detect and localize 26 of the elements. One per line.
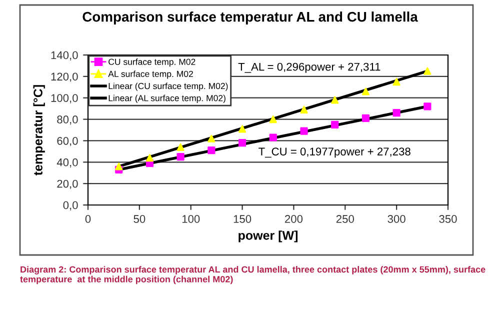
x-tick-label: 250 <box>336 215 354 223</box>
x-tick-label: 50 <box>134 215 146 223</box>
x-tick-label: 200 <box>285 215 303 223</box>
annotation: T_AL = 0,296power + 27,311 <box>238 62 380 73</box>
x-axis-title: power [W] <box>238 230 298 242</box>
y-tick-label: 0,0 <box>63 201 78 210</box>
legend-label: AL surface temp. M02 <box>108 70 193 79</box>
y-axis-title: temperatur [°C] <box>33 85 45 176</box>
annotation: T_CU = 0,1977power + 27,238 <box>258 148 410 158</box>
y-tick-label: 100,0 <box>51 94 78 104</box>
x-tick-label: 100 <box>182 215 200 223</box>
legend-label: Linear (AL surface temp. M02) <box>108 94 226 103</box>
y-tick-label: 80,0 <box>57 116 78 125</box>
x-tick-label: 350 <box>439 215 457 223</box>
y-tick-label: 120,0 <box>51 72 78 82</box>
y-tick-label: 20,0 <box>57 180 78 190</box>
text: Diagram 2: Comparison surface temperatur AL and CU lamella, three contact plates (20mm x 55mm), surface temperature at the middle position (channel M02) <box>20 266 486 284</box>
x-tick-label: 300 <box>388 215 406 223</box>
legend-label: Linear (CU surface temp. M02) <box>108 82 228 91</box>
y-tick-label: 40,0 <box>56 158 78 168</box>
chart-title: Comparison surface temperatur AL and CU lamella <box>82 12 418 24</box>
x-tick-label: 150 <box>234 215 252 223</box>
x-tick-label: 0 <box>85 215 91 223</box>
legend-label: CU surface temp. M02 <box>108 58 196 67</box>
y-tick-label: 60,0 <box>57 136 78 146</box>
y-tick-label: 140,0 <box>51 51 78 60</box>
